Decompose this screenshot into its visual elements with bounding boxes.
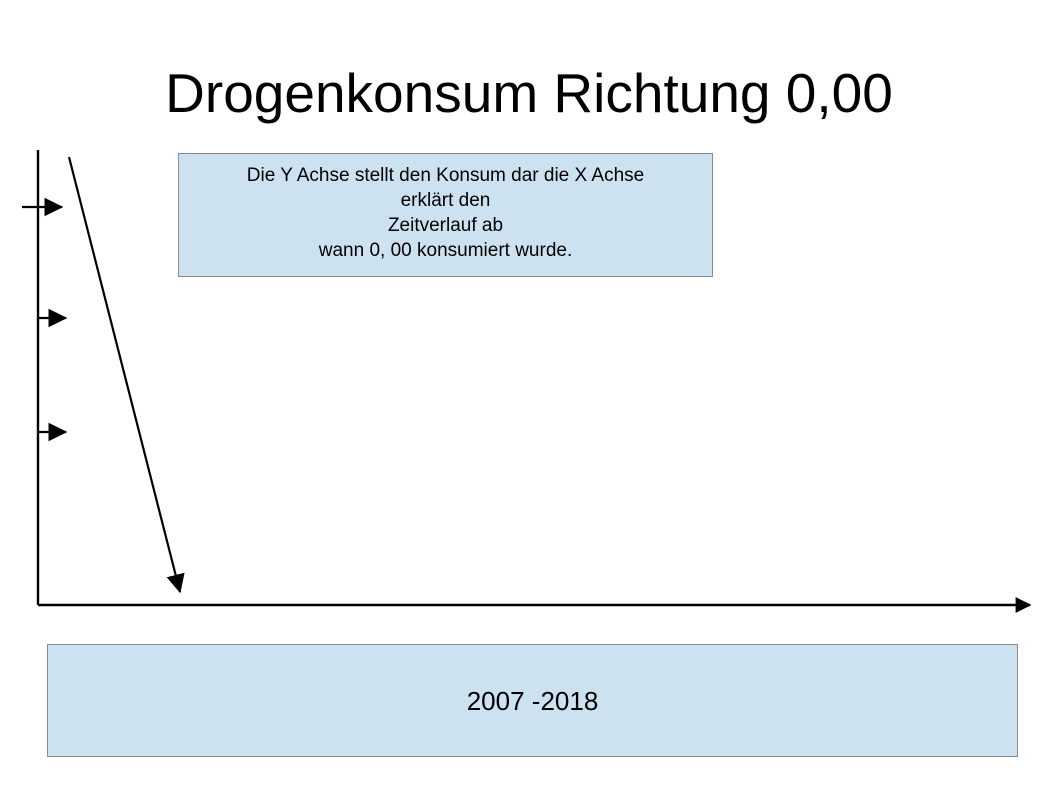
page-title: Drogenkonsum Richtung 0,00 (165, 62, 893, 124)
trend-arrow-declining (67, 156, 185, 594)
explanation-callout-box: Die Y Achse stellt den Konsum dar die X … (178, 153, 713, 277)
x-axis-range-label: 2007 -2018 (466, 685, 599, 716)
info-line-1: Die Y Achse stellt den Konsum dar die X … (246, 165, 645, 186)
info-line-2: erklärt den (400, 190, 491, 211)
info-line-4: wann 0, 00 konsumiert wurde. (318, 240, 573, 261)
x-axis-range-box: 2007 -2018 (47, 644, 1018, 757)
info-line-3: Zeitverlauf ab (387, 215, 504, 236)
